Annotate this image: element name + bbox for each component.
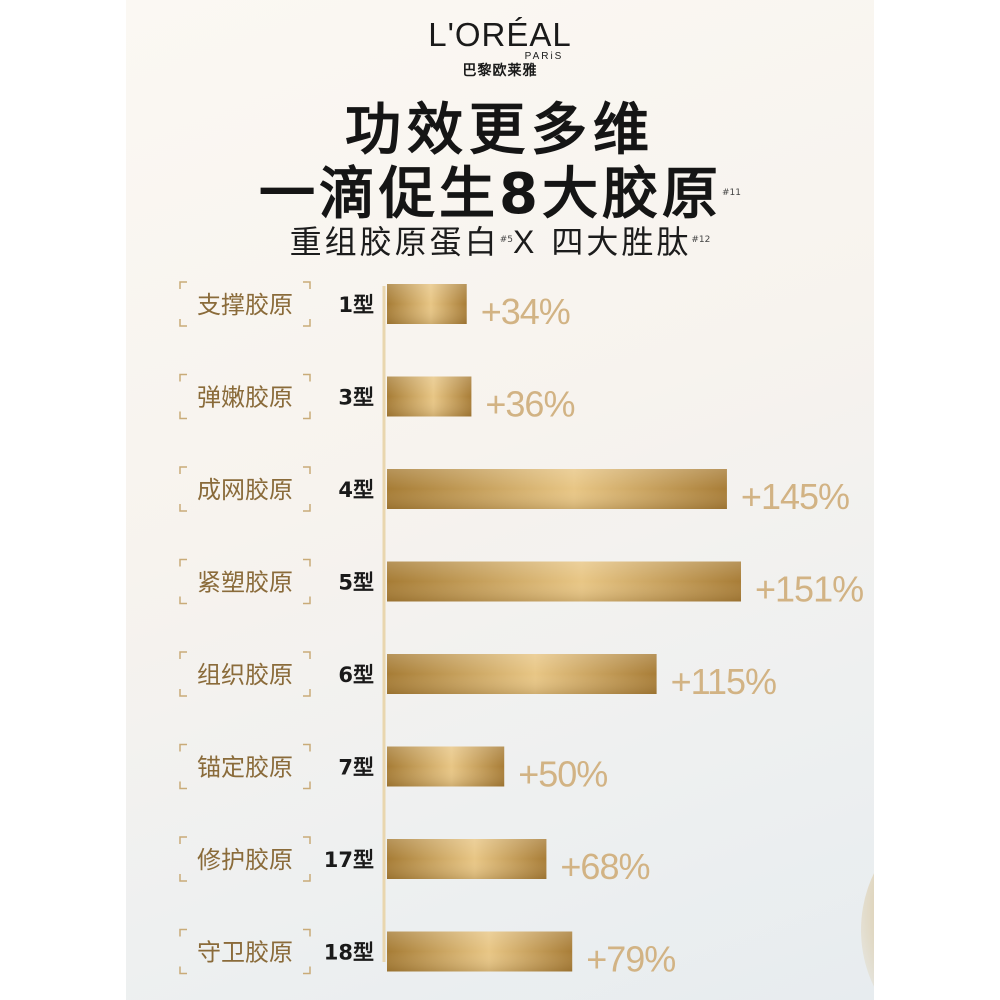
footnote-11: #11 (721, 188, 741, 198)
logo-paris: PARiS (524, 51, 564, 62)
headline-line2-text: 一滴促生8大胶原 (259, 162, 722, 227)
headline-line3-x: X (512, 224, 538, 260)
headline-line3-b: 四大胜肽 (551, 223, 692, 261)
headline-line3: 重组胶原蛋白#5X 四大胜肽#12 (0, 222, 1000, 262)
footnote-12: #12 (691, 235, 711, 245)
headline-line1: 功效更多维 (345, 98, 655, 163)
headline-line3-a: 重组胶原蛋白 (289, 223, 500, 261)
brand-logo: L'ORÉAL PARiS 巴黎欧莱雅 (126, 18, 874, 80)
headline-line2: 一滴促生8大胶原#11 (0, 162, 1000, 228)
logo-wordmark: L'ORÉAL (428, 16, 572, 53)
footnote-5: #5 (499, 235, 513, 245)
serum-droplet-image (861, 815, 874, 1000)
logo-chinese: 巴黎欧莱雅 (462, 63, 538, 79)
